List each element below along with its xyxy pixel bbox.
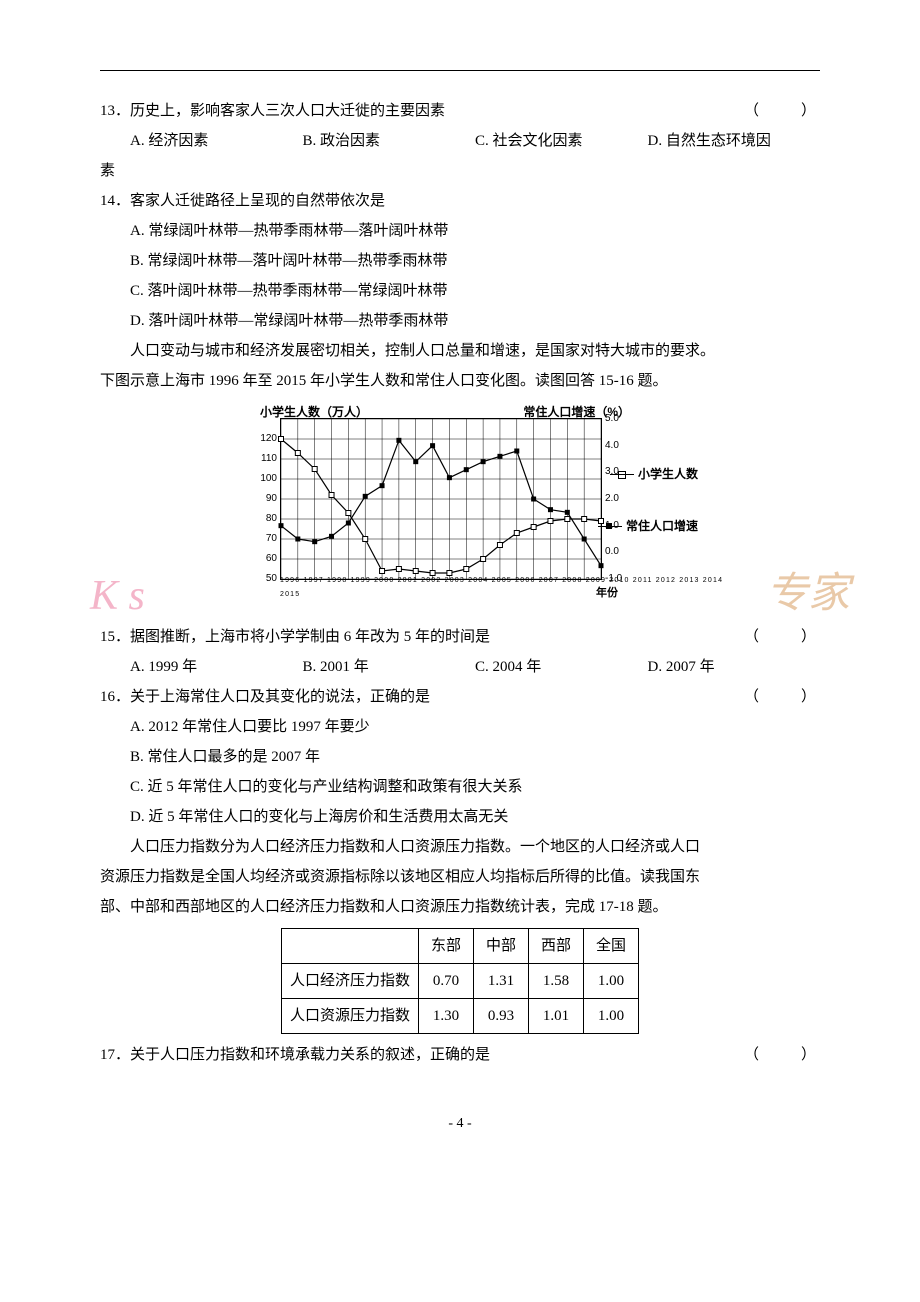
page-number: - 4 -	[100, 1110, 820, 1138]
q15-paren: （ ）	[744, 622, 820, 652]
table-row: 人口资源压力指数1.300.931.011.00	[281, 999, 638, 1034]
chart-series	[281, 419, 601, 579]
y-tick-right: 0.0	[605, 542, 619, 562]
y-tick-left: 60	[266, 549, 277, 569]
q16-opt-d: D. 近 5 年常住人口的变化与上海房价和生活费用太高无关	[130, 802, 820, 832]
question-14: 14．客家人迁徙路径上呈现的自然带依次是	[100, 186, 820, 216]
table-cell: 1.01	[529, 999, 584, 1034]
table-header-blank	[281, 929, 418, 964]
pressure-index-table: 东部中部西部全国 人口经济压力指数0.701.311.581.00人口资源压力指…	[281, 928, 639, 1034]
legend-growth: 常住人口增速	[598, 514, 698, 538]
y-tick-left: 100	[260, 469, 277, 489]
table-cell: 1.00	[584, 999, 639, 1034]
table-cell: 1.31	[473, 964, 528, 999]
table-cell: 1.58	[529, 964, 584, 999]
question-16: 16．关于上海常住人口及其变化的说法，正确的是 （ ）	[100, 682, 820, 712]
y-tick-left: 110	[261, 449, 277, 469]
q13-opt-d: D. 自然生态环境因	[648, 126, 821, 156]
table-cell: 人口资源压力指数	[281, 999, 418, 1034]
y-tick-left: 70	[266, 529, 277, 549]
q14-options: A. 常绿阔叶林带—热带季雨林带—落叶阔叶林带 B. 常绿阔叶林带—落叶阔叶林带…	[100, 216, 820, 336]
chart-x-unit: 年份	[596, 582, 618, 604]
q14-opt-b: B. 常绿阔叶林带—落叶阔叶林带—热带季雨林带	[130, 246, 820, 276]
q15-opt-c: C. 2004 年	[475, 652, 648, 682]
q16-paren: （ ）	[744, 682, 820, 712]
y-tick-left: 50	[266, 569, 277, 589]
q15-opt-b: B. 2001 年	[303, 652, 476, 682]
passage-2-line-3: 部、中部和西部地区的人口经济压力指数和人口资源压力指数统计表，完成 17-18 …	[100, 892, 820, 922]
q15-opt-d: D. 2007 年	[648, 652, 821, 682]
y-tick-left: 80	[266, 509, 277, 529]
table-cell: 1.30	[418, 999, 473, 1034]
table-header: 中部	[473, 929, 528, 964]
q17-text: 17．关于人口压力指数和环境承载力关系的叙述，正确的是	[100, 1040, 490, 1070]
q16-opt-c: C. 近 5 年常住人口的变化与产业结构调整和政策有很大关系	[130, 772, 820, 802]
q15-opt-a: A. 1999 年	[130, 652, 303, 682]
table-cell: 人口经济压力指数	[281, 964, 418, 999]
q13-options: A. 经济因素 B. 政治因素 C. 社会文化因素 D. 自然生态环境因	[100, 126, 820, 156]
passage-1-line-1: 人口变动与城市和经济发展密切相关，控制人口总量和增速，是国家对特大城市的要求。	[100, 336, 820, 366]
q15-text: 15．据图推断，上海市将小学学制由 6 年改为 5 年的时间是	[100, 622, 490, 652]
passage-2-line-2: 资源压力指数是全国人均经济或资源指标除以该地区相应人均指标后所得的比值。读我国东	[100, 862, 820, 892]
legend-students: 小学生人数	[610, 462, 698, 486]
q13-opt-b: B. 政治因素	[303, 126, 476, 156]
q13-opt-d-wrap: 素	[100, 156, 820, 186]
passage-1-line-2: 下图示意上海市 1996 年至 2015 年小学生人数和常住人口变化图。读图回答…	[100, 366, 820, 396]
q16-opt-a: A. 2012 年常住人口要比 1997 年要少	[130, 712, 820, 742]
question-17: 17．关于人口压力指数和环境承载力关系的叙述，正确的是 （ ）	[100, 1040, 820, 1070]
q15-options: A. 1999 年 B. 2001 年 C. 2004 年 D. 2007 年	[100, 652, 820, 682]
y-tick-left: 90	[266, 489, 277, 509]
q16-text: 16．关于上海常住人口及其变化的说法，正确的是	[100, 682, 430, 712]
shanghai-chart: 小学生人数（万人） 常住人口增速（%） 5060708090100110120 …	[230, 404, 690, 614]
table-header: 东部	[418, 929, 473, 964]
table-header: 西部	[529, 929, 584, 964]
passage-2-line-1: 人口压力指数分为人口经济压力指数和人口资源压力指数。一个地区的人口经济或人口	[100, 832, 820, 862]
document-page: 13．历史上，影响客家人三次人口大迁徙的主要因素 （ ） A. 经济因素 B. …	[0, 0, 920, 1178]
q16-options: A. 2012 年常住人口要比 1997 年要少 B. 常住人口最多的是 200…	[100, 712, 820, 832]
chart-row: K s 专家 小学生人数（万人） 常住人口增速（%） 5060708090100…	[100, 404, 820, 614]
y-tick-left: 120	[260, 429, 277, 449]
q13-text: 13．历史上，影响客家人三次人口大迁徙的主要因素	[100, 96, 445, 126]
question-13: 13．历史上，影响客家人三次人口大迁徙的主要因素 （ ）	[100, 96, 820, 126]
chart-x-ticks: 1996 1997 1998 1999 2000 2001 2002 2003 …	[280, 574, 740, 602]
table-header: 全国	[584, 929, 639, 964]
table-cell: 0.93	[473, 999, 528, 1034]
chart-plot-area: 5060708090100110120 -1.00.01.02.03.04.05…	[280, 418, 602, 580]
q14-opt-a: A. 常绿阔叶林带—热带季雨林带—落叶阔叶林带	[130, 216, 820, 246]
q14-opt-d: D. 落叶阔叶林带—常绿阔叶林带—热带季雨林带	[130, 306, 820, 336]
q13-opt-c: C. 社会文化因素	[475, 126, 648, 156]
y-tick-right: 2.0	[605, 489, 619, 509]
q16-opt-b: B. 常住人口最多的是 2007 年	[130, 742, 820, 772]
table-cell: 1.00	[584, 964, 639, 999]
question-15: 15．据图推断，上海市将小学学制由 6 年改为 5 年的时间是 （ ）	[100, 622, 820, 652]
q14-opt-c: C. 落叶阔叶林带—热带季雨林带—常绿阔叶林带	[130, 276, 820, 306]
header-rule	[100, 70, 820, 71]
y-tick-right: 5.0	[605, 409, 619, 429]
q13-paren: （ ）	[744, 96, 820, 126]
y-tick-right: 4.0	[605, 436, 619, 456]
table-cell: 0.70	[418, 964, 473, 999]
q13-opt-a: A. 经济因素	[130, 126, 303, 156]
table-row: 人口经济压力指数0.701.311.581.00	[281, 964, 638, 999]
q17-paren: （ ）	[744, 1040, 820, 1070]
